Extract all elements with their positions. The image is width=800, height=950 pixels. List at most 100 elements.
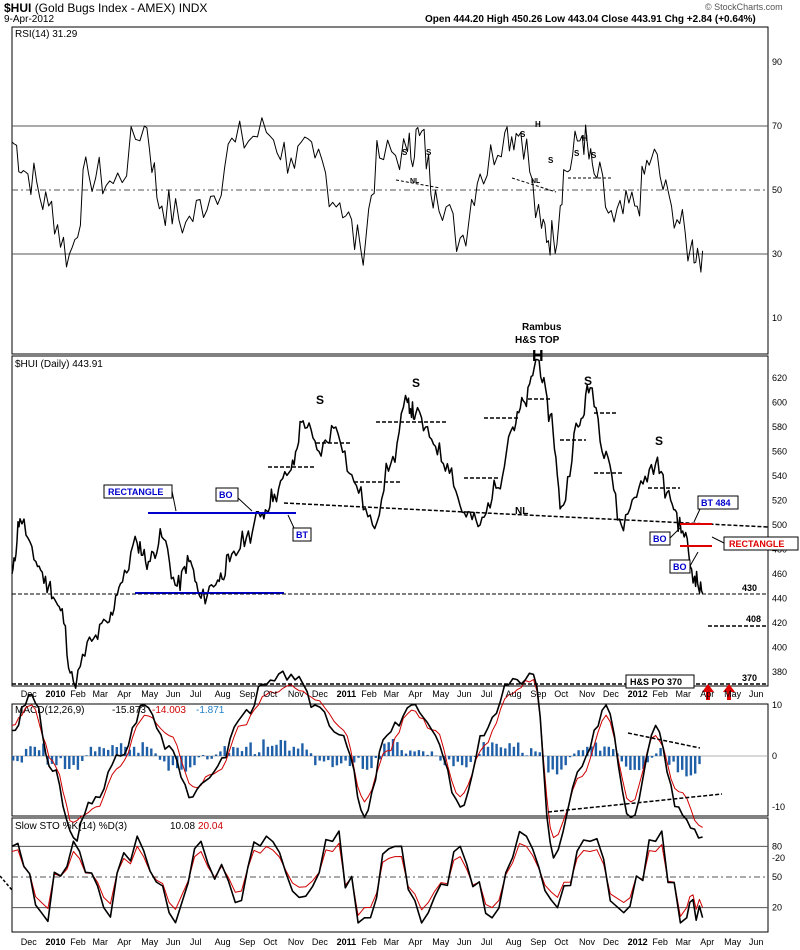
price-y-tick: 520 [772,495,787,505]
macd-histogram-bar [305,749,308,756]
bo-2010-label: BO [219,490,233,500]
bo-2012-a-box [649,531,671,546]
bt-2010-pointer [287,514,295,529]
bo-2012-b-box [669,559,691,574]
macd-histogram-bar [391,739,395,756]
macd-histogram-bar [413,751,416,756]
price-title: $HUI (Daily) 443.91 [15,359,103,370]
macd-histogram-bar [400,750,403,756]
macd-histogram-bar [435,755,438,757]
macd-histogram-bar [482,742,485,756]
x-axis-label: May [432,937,450,947]
chart-date-label: 9-Apr-2012 [4,14,55,25]
macd-histogram-bar [491,742,494,756]
macd-histogram-bar [478,753,481,756]
macd-histogram-bar [361,756,364,769]
macd-histogram-bar [374,756,377,758]
macd-histogram-bar [206,756,209,760]
po-box [625,674,695,689]
price-y-tick: 540 [772,471,787,481]
macd-histogram-bar [42,743,45,756]
macd-histogram-bar [180,756,183,770]
x-axis-label: Jul [190,689,202,699]
macd-histogram-bar [525,755,528,756]
x-axis-label: Mar [93,689,109,699]
bt-2010-box [292,527,312,542]
x-axis-label: Sep [239,689,255,699]
macd-histogram-bar [642,756,645,769]
macd-lower-trendline [547,793,723,813]
sto-k-line [11,830,704,924]
macd-histogram-bar [12,756,15,761]
macd-hist-value: -1.871 [196,705,225,716]
price-annotations: Rambus H&S TOP H S S S S NL RECTANGLE [12,322,799,700]
price-y-tick: 500 [772,520,787,530]
sto-title: Slow STO %K(14) %D(3) [15,821,127,832]
po-label: H&S PO 370 [630,677,682,687]
bt-2010-label: BT [296,530,308,540]
macd-histogram-bar [189,756,192,768]
macd-histogram-bar [107,749,110,756]
rsi-title: RSI(14) 31.29 [15,29,78,40]
macd-histogram-bar [530,748,533,756]
macd-histogram-bar [646,756,649,763]
macd-histogram-bar [296,748,300,756]
macd-histogram-bar [430,751,434,756]
bo-2012-b-label: BO [673,562,687,572]
macd-histogram-bar [283,740,287,756]
macd-histogram-bar [245,746,248,756]
macd-histogram-bar [210,756,213,759]
macd-histogram-bar [555,756,559,775]
x-axis-label: 2011 [337,937,357,947]
x-axis-label: Oct [263,689,278,699]
rsi-annotation-nl1: NL [410,178,420,185]
bo-2012-b-pointer [689,551,699,567]
macd-histogram-bar [258,752,261,756]
bo-2012-a-label: BO [653,534,667,544]
x-axis-label: Apr [117,937,131,947]
x-axis-label: Apr [117,689,131,699]
price-y-tick: 440 [772,593,787,603]
macd-histogram-bar [154,753,157,756]
rsi-annotation-s1: S [402,148,408,157]
macd-histogram-bar [111,745,114,756]
macd-histogram-bar [508,743,511,756]
x-axis-label: Nov [579,937,596,947]
x-axis-label: Nov [288,689,305,699]
macd-histogram-bar [214,754,218,756]
x-axis-label: Apr [700,689,714,699]
x-axis-label: Sep [530,689,546,699]
chart-header-title: $HUI (Gold Bugs Index - AMEX) INDX [4,1,207,15]
macd-histogram-bar [689,756,693,776]
macd-histogram-bar [603,746,606,756]
macd-histogram-bar [279,740,282,756]
x-axis-label: 2010 [46,937,66,947]
rsi-neckline-2 [511,177,557,193]
macd-histogram-bar [59,756,62,759]
macd-histogram-bar [102,748,105,756]
x-axis-label: Feb [361,937,377,947]
macd-histogram-bar [365,756,369,770]
macd-histogram-bar [473,756,477,757]
x-axis-label: 2012 [628,937,648,947]
neckline-label: NL [515,506,528,517]
index-name-label: (Gold Bugs Index - AMEX) [34,1,176,15]
macd-histogram-bar [89,746,93,756]
rsi-y-tick: 70 [772,121,782,131]
macd-y-tick: -10 [772,802,785,812]
rsi-line [11,117,704,273]
price-line [11,358,704,689]
macd-histogram-bar [193,756,196,766]
macd-histogram-bar [197,756,200,758]
macd-histogram-bar [685,756,688,777]
rectangle-2012-box [723,536,799,551]
x-axis-label: Jul [481,689,493,699]
macd-histogram-bar [353,756,356,763]
x-axis-label: Nov [288,937,305,947]
macd-histogram-bar [672,756,675,762]
macd-histogram-bar [318,756,321,761]
bo-2012-a-pointer [669,527,681,539]
macd-histogram-bar [150,748,153,756]
sto-edge-dash [0,875,13,891]
x-axis-label: Aug [215,937,231,947]
